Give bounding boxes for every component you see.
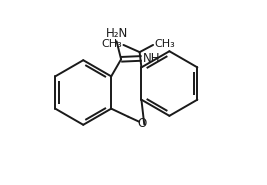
- Text: CH₃: CH₃: [102, 39, 123, 49]
- Text: NH: NH: [143, 52, 161, 65]
- Text: CH₃: CH₃: [154, 39, 175, 49]
- Text: H₂N: H₂N: [105, 27, 128, 40]
- Text: O: O: [137, 117, 146, 130]
